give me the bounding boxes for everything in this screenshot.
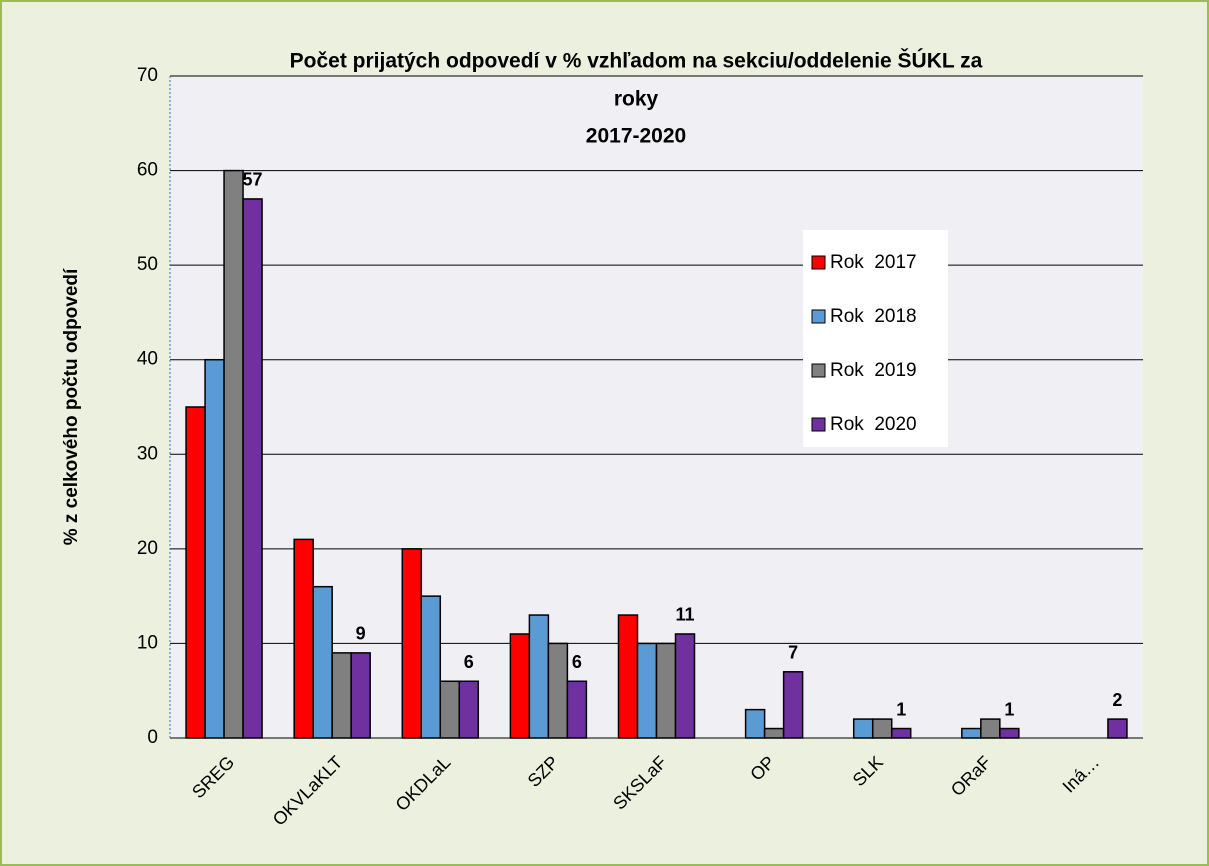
legend-label: Rok 2018	[830, 306, 917, 327]
data-label: 6	[464, 652, 474, 672]
bar	[674, 633, 696, 739]
data-label: 7	[788, 643, 798, 663]
y-tick-label: 50	[137, 254, 158, 275]
bar	[204, 358, 225, 739]
bar	[223, 169, 244, 739]
bar	[782, 671, 804, 739]
data-label: 9	[356, 624, 366, 644]
y-axis-label: % z celkového počtu odpovedí	[61, 268, 82, 545]
bar	[961, 727, 982, 739]
y-tick-label: 10	[137, 632, 158, 653]
data-label: 6	[572, 652, 582, 672]
bar	[547, 642, 569, 739]
bar	[401, 548, 423, 739]
chart-title: Počet prijatých odpovedí v % vzhľadom na…	[290, 49, 983, 73]
y-tick-label: 60	[137, 160, 158, 181]
legend-label: Rok 2020	[830, 414, 917, 435]
bar	[420, 595, 442, 739]
bar	[458, 680, 480, 739]
legend-swatch	[811, 309, 826, 324]
data-label: 57	[243, 170, 263, 190]
bar	[852, 718, 874, 739]
y-tick-label: 40	[137, 349, 158, 370]
data-label: 11	[675, 605, 694, 625]
chart-title: roky	[614, 88, 659, 111]
y-tick-label: 20	[137, 538, 158, 559]
bar	[242, 198, 263, 739]
bar	[890, 727, 912, 739]
legend-label: Rok 2017	[830, 252, 917, 273]
bar	[744, 708, 766, 739]
bar	[185, 406, 206, 739]
bar	[763, 727, 785, 739]
bar	[528, 614, 550, 739]
data-label: 1	[896, 699, 906, 719]
y-tick-label: 30	[137, 443, 158, 464]
legend-swatch	[811, 417, 826, 432]
bar	[350, 652, 371, 739]
bar	[980, 718, 1001, 739]
legend-label: Rok 2019	[830, 360, 917, 381]
bar	[655, 642, 677, 739]
bar	[439, 680, 461, 739]
bar	[331, 652, 352, 739]
bar	[1107, 718, 1128, 739]
bar	[566, 680, 588, 739]
y-tick-label: 0	[147, 727, 158, 748]
bar	[509, 633, 531, 739]
legend-swatch	[811, 255, 826, 270]
bar	[999, 727, 1020, 739]
bar	[617, 614, 639, 739]
data-label: 2	[1112, 690, 1122, 710]
chart-title: 2017-2020	[586, 125, 686, 148]
bar	[636, 642, 658, 739]
data-label: 1	[1004, 699, 1014, 719]
bar	[293, 538, 314, 739]
bar	[312, 585, 333, 739]
bar	[871, 718, 893, 739]
y-tick-label: 70	[137, 65, 158, 86]
legend-box	[803, 230, 948, 447]
legend-swatch	[811, 363, 826, 378]
